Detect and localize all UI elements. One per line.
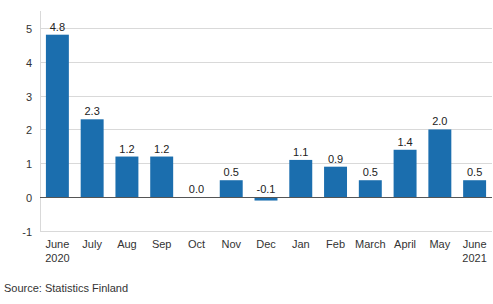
zero-line <box>40 197 492 198</box>
grid-line <box>40 62 492 63</box>
grid <box>40 29 492 232</box>
data-label: 2.0 <box>432 115 447 127</box>
x-tick-label-line: July <box>82 238 102 250</box>
x-tick-label: Oct <box>188 238 205 250</box>
x-tick-label-line: June <box>463 238 487 250</box>
data-label: 4.8 <box>50 21 65 33</box>
x-tick-label-line: Feb <box>326 238 345 250</box>
x-tick-label-line: June <box>45 238 69 250</box>
chart: -1 0 1 2 3 4 5 4.8 2.3 1.2 1.2 0.0 0.5 -0.1 1.1 0.9 0.5 1… <box>0 0 493 304</box>
source: Source: Statistics Finland <box>4 282 128 294</box>
x-tick-label: Feb <box>326 238 345 250</box>
bar <box>220 180 243 197</box>
y-tick-label: 2 <box>26 124 32 136</box>
data-label: -0.1 <box>257 183 276 195</box>
data-label: 1.2 <box>119 143 134 155</box>
data-label: 0.5 <box>467 166 482 178</box>
x-tick-label: March <box>355 238 386 250</box>
grid-line <box>40 231 492 232</box>
data-label: 0.9 <box>328 153 343 165</box>
bar <box>428 129 451 197</box>
x-tick-label-line: 2021 <box>462 252 486 264</box>
y-tick-label: -1 <box>22 226 32 238</box>
bars <box>46 35 486 201</box>
bar <box>359 180 382 197</box>
grid-line <box>40 96 492 97</box>
x-tick-label: April <box>394 238 416 250</box>
data-label: 2.3 <box>85 105 100 117</box>
x-tick-label: Nov <box>221 238 241 250</box>
y-tick-label: 5 <box>26 23 32 35</box>
bar <box>463 180 486 197</box>
x-tick-label: Sep <box>152 238 172 250</box>
bar <box>115 157 138 198</box>
grid-line <box>40 197 492 198</box>
bar <box>324 167 347 197</box>
x-tick-label: June 2020 <box>45 238 69 264</box>
bar <box>289 160 312 197</box>
y-tick-label: 4 <box>26 57 32 69</box>
data-label: 1.2 <box>154 143 169 155</box>
y-tick-label: 1 <box>26 158 32 170</box>
x-tick-label: Jan <box>292 238 310 250</box>
x-tick-label-line: Aug <box>117 238 137 250</box>
data-label: 0.0 <box>189 183 204 195</box>
data-label: 1.1 <box>293 146 308 158</box>
x-tick-label: Aug <box>117 238 137 250</box>
grid-line <box>40 28 492 29</box>
x-tick-label-line: Dec <box>256 238 276 250</box>
y-tick-label: 3 <box>26 91 32 103</box>
x-tick-label-line: 2020 <box>45 252 69 264</box>
data-label: 0.5 <box>224 166 239 178</box>
data-label: 1.4 <box>397 136 412 148</box>
grid-line <box>40 129 492 130</box>
x-tick-label: June 2021 <box>462 238 486 264</box>
x-tick-label-line: Oct <box>188 238 205 250</box>
y-tick-label: 0 <box>26 192 32 204</box>
bar <box>81 119 104 197</box>
x-tick-label-line: March <box>355 238 386 250</box>
bar <box>150 157 173 198</box>
data-label: 0.5 <box>363 166 378 178</box>
x-tick-label: May <box>429 238 450 250</box>
x-tick-label-line: May <box>429 238 450 250</box>
x-tick-label-line: April <box>394 238 416 250</box>
x-tick-label-line: Sep <box>152 238 172 250</box>
x-tick-label-line: Jan <box>292 238 310 250</box>
grid-line <box>40 163 492 164</box>
x-tick-label: Dec <box>256 238 276 250</box>
bar <box>394 150 417 197</box>
x-tick-label-line: Nov <box>221 238 241 250</box>
x-tick-label: July <box>82 238 102 250</box>
bar <box>46 35 69 197</box>
